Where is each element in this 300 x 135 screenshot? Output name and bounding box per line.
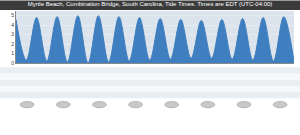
svg-text:0: 0 bbox=[11, 60, 14, 66]
svg-text:4: 4 bbox=[11, 22, 14, 28]
svg-text:5: 5 bbox=[11, 12, 14, 18]
svg-text:1: 1 bbox=[11, 50, 14, 56]
svg-text:Myrtle Beach, Combination Brid: Myrtle Beach, Combination Bridge, South … bbox=[28, 1, 273, 7]
svg-text:2: 2 bbox=[11, 41, 14, 47]
svg-text:3: 3 bbox=[11, 31, 14, 37]
